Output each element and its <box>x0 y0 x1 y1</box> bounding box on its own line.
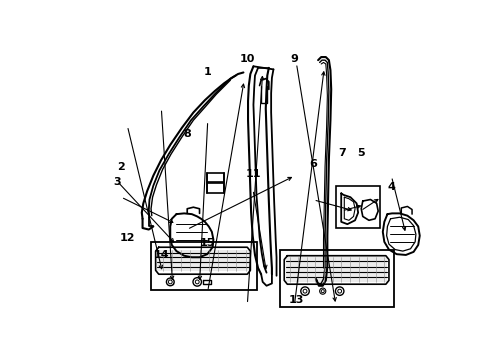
Text: 3: 3 <box>113 177 121 187</box>
Text: 7: 7 <box>338 148 345 158</box>
Polygon shape <box>157 249 249 271</box>
Text: 1: 1 <box>204 67 212 77</box>
Text: 14: 14 <box>153 250 169 260</box>
Text: 12: 12 <box>120 233 135 243</box>
Text: 8: 8 <box>183 129 191 139</box>
Text: 11: 11 <box>245 169 261 179</box>
Text: 13: 13 <box>289 296 304 305</box>
Bar <box>336 186 381 228</box>
Bar <box>207 183 224 193</box>
Circle shape <box>167 278 174 286</box>
Text: 2: 2 <box>117 162 125 172</box>
Bar <box>280 249 393 307</box>
Text: 15: 15 <box>200 238 216 248</box>
Text: 9: 9 <box>291 54 298 64</box>
Text: 4: 4 <box>388 183 395 192</box>
Bar <box>151 242 257 289</box>
Text: 10: 10 <box>240 54 255 64</box>
Bar <box>207 172 224 182</box>
Text: 6: 6 <box>310 159 318 169</box>
Circle shape <box>319 288 326 294</box>
Polygon shape <box>286 257 388 282</box>
Text: 5: 5 <box>357 148 365 158</box>
